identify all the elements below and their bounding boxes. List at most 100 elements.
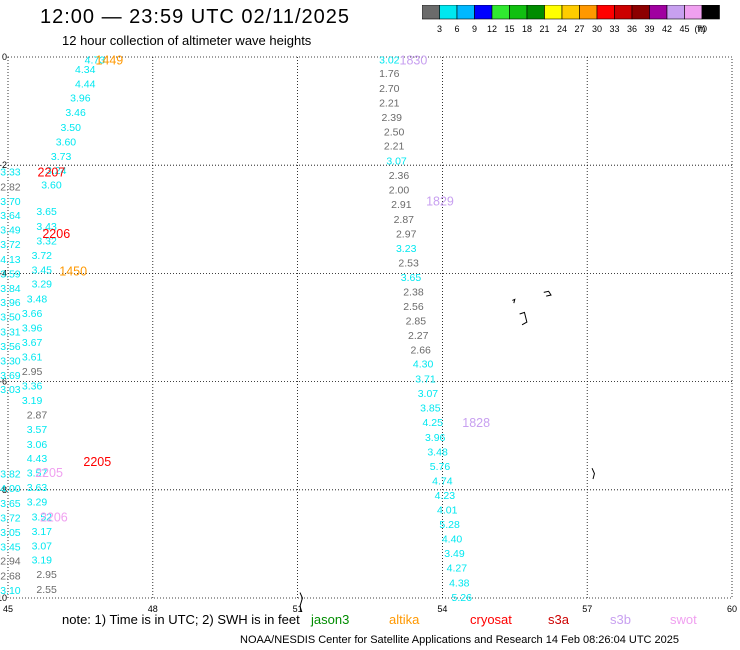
- colorbar-tick-label: 24: [557, 24, 567, 34]
- wave-height-label: 2.53: [398, 258, 419, 270]
- wave-height-label: 3.57: [27, 467, 48, 479]
- wave-height-label: 2.91: [391, 199, 412, 211]
- wave-height-label: 5.76: [430, 461, 451, 473]
- pass-time-label: 1828: [462, 416, 490, 430]
- wave-height-label: 3.59: [0, 268, 21, 280]
- colorbar-tick-label: 9: [472, 24, 477, 34]
- wave-height-label: 2.38: [403, 286, 424, 298]
- wave-height-label: 3.57: [27, 424, 48, 436]
- colorbar-tick-label: 21: [539, 24, 549, 34]
- wave-height-label: 3.30: [0, 356, 21, 368]
- colorbar-tick-label: 33: [609, 24, 619, 34]
- x-tick-label: 60: [727, 604, 737, 612]
- legend-cryosat: cryosat: [470, 612, 512, 627]
- wave-height-label: 3.10: [0, 585, 21, 597]
- wave-height-label: 3.06: [27, 439, 48, 451]
- wave-height-label: 3.33: [0, 167, 21, 179]
- pass-time-label: 2205: [83, 455, 111, 469]
- wave-height-label: 2.70: [379, 83, 400, 95]
- wave-height-label: 2.68: [0, 570, 21, 582]
- y-tick-label: -4: [0, 268, 7, 278]
- colorbar-tick-label: 42: [662, 24, 672, 34]
- x-tick-label: 51: [293, 604, 303, 612]
- y-tick-label: -2: [0, 160, 7, 170]
- wave-height-label: 3.36: [22, 380, 43, 392]
- pass-time-label: 2206: [42, 227, 70, 241]
- wave-height-label: 3.50: [61, 122, 82, 134]
- wave-height-label: 4.34: [75, 64, 96, 76]
- wave-height-label: 3.64: [0, 210, 21, 222]
- y-tick-label: 0: [2, 52, 7, 62]
- wave-height-label: 4.43: [27, 453, 48, 465]
- wave-height-label: 2.97: [396, 228, 417, 240]
- wave-height-label: 4.25: [423, 417, 444, 429]
- wave-height-label: 5.26: [451, 592, 472, 604]
- wave-height-label: 3.70: [0, 196, 21, 208]
- wave-height-label: 3.67: [22, 337, 43, 349]
- wave-height-label: 3.29: [27, 497, 48, 509]
- wave-height-label: 4.73: [85, 55, 106, 67]
- wave-height-label: 2.95: [22, 366, 43, 378]
- wave-height-label: 3.31: [0, 326, 21, 338]
- colorbar-tick-label: 12: [487, 24, 497, 34]
- wave-height-label: 3.61: [22, 352, 43, 364]
- wave-height-label: 3.72: [0, 512, 21, 524]
- x-tick-label: 57: [582, 604, 592, 612]
- wave-height-label: 3.03: [0, 384, 21, 396]
- pass-time-label: 1829: [426, 194, 454, 208]
- colorbar-tick-label: 39: [644, 24, 654, 34]
- wave-height-label: 3.24: [46, 165, 67, 177]
- x-tick-label: 45: [3, 604, 13, 612]
- island-outline: [591, 467, 595, 480]
- wave-height-label: 2.21: [379, 97, 400, 109]
- wave-height-label: 3.66: [22, 308, 43, 320]
- wave-height-label: 2.82: [0, 181, 21, 193]
- wave-height-label: 3.69: [0, 370, 21, 382]
- wave-height-label: 3.32: [36, 235, 57, 247]
- colorbar-tick-label: 70: [697, 24, 707, 34]
- wave-height-label: 3.96: [22, 323, 43, 335]
- wave-height-label: 3.49: [444, 548, 465, 560]
- wave-height-label: 3.96: [425, 432, 446, 444]
- wave-height-label: 3.73: [51, 151, 72, 163]
- colorbar-tick-label: 30: [592, 24, 602, 34]
- wave-height-label: 3.52: [32, 511, 53, 523]
- wave-height-label: 3.43: [36, 221, 57, 233]
- wave-height-label: 3.29: [32, 279, 53, 291]
- wave-height-label: 3.46: [65, 107, 86, 119]
- map-frame: [7, 56, 733, 599]
- chart-title: 12:00 — 23:59 UTC 02/11/2025: [40, 6, 351, 28]
- wave-height-label: 3.72: [32, 250, 53, 262]
- colorbar-tick-label: 3: [437, 24, 442, 34]
- wave-height-label: 2.66: [410, 345, 431, 357]
- pass-time-label: 1450: [59, 265, 87, 279]
- y-tick-label: -8: [0, 485, 7, 495]
- wave-height-label: 3.84: [0, 283, 21, 295]
- wave-height-label: 3.17: [32, 526, 53, 538]
- wave-height-label: 3.60: [56, 136, 77, 148]
- legend-jason3: jason3: [311, 612, 350, 627]
- colorbar-tick-label: 6: [454, 24, 459, 34]
- wave-height-label: 4.00: [0, 483, 21, 495]
- wave-height-label: 3.72: [0, 239, 21, 251]
- wave-height-label: 3.71: [415, 373, 436, 385]
- y-tick-label: -6: [0, 377, 7, 387]
- x-tick-label: 48: [148, 604, 158, 612]
- wave-height-label: 3.07: [32, 541, 53, 553]
- wave-height-label: 2.50: [384, 127, 405, 139]
- footer-note-text: note: 1) Time is in UTC; 2) SWH is in fe…: [62, 612, 300, 627]
- wave-height-label: 3.50: [0, 312, 21, 324]
- wave-height-label: 3.07: [386, 155, 407, 167]
- island-outline: [543, 290, 552, 297]
- wave-height-label: 2.95: [36, 569, 57, 581]
- island-outline: [512, 298, 516, 304]
- colorbar-tick-label: 27: [574, 24, 584, 34]
- wave-height-label: 3.96: [70, 93, 91, 105]
- wave-height-label: 2.39: [382, 112, 403, 124]
- wave-height-label: 3.19: [32, 555, 53, 567]
- wave-height-label: 3.48: [27, 293, 48, 305]
- wave-height-label: 3.65: [36, 206, 57, 218]
- wave-height-label: 3.82: [0, 469, 21, 481]
- legend-swot: swot: [670, 612, 697, 627]
- x-tick-label: 54: [437, 604, 447, 612]
